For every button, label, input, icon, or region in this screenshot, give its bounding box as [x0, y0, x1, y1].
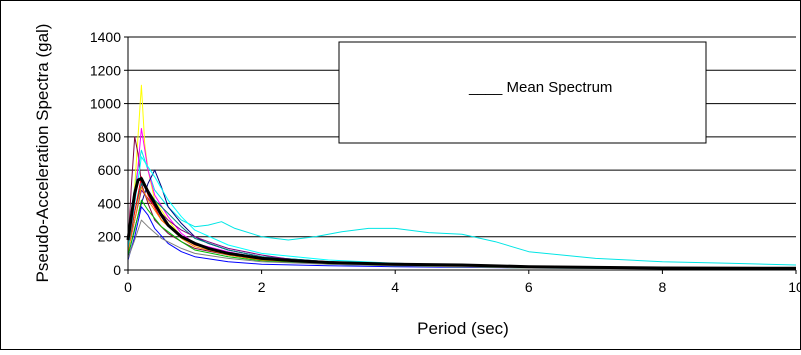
x-tick-label: 4 [391, 279, 399, 295]
ticks-layer: 0 200 400 600 800 1000 1200 1400 0 2 4 6 8 10 [90, 29, 801, 295]
legend: ____ Mean Spectrum [338, 41, 707, 144]
legend-box [338, 41, 707, 144]
y-tick-label: 600 [98, 162, 122, 178]
y-tick-label: 1400 [90, 29, 121, 45]
x-tick-label: 10 [788, 279, 801, 295]
y-axis-label: Pseudo-Acceleration Spectra (gal) [33, 24, 52, 283]
series-layer [126, 84, 797, 270]
y-tick-label: 1000 [90, 96, 121, 112]
x-tick-label: 0 [124, 279, 132, 295]
y-tick-label: 400 [98, 195, 122, 211]
y-tick-label: 0 [113, 262, 121, 278]
series-line-mean-spectrum [126, 177, 797, 270]
legend-entry-mean-spectrum: ____ Mean Spectrum [468, 79, 612, 96]
series-line-12 [127, 219, 797, 270]
x-axis-label: Period (sec) [417, 319, 509, 338]
x-tick-label: 6 [525, 279, 533, 295]
y-tick-label: 800 [98, 129, 122, 145]
series-line-6 [127, 206, 797, 270]
x-tick-label: 8 [659, 279, 667, 295]
x-tick-label: 2 [258, 279, 266, 295]
y-tick-label: 1200 [90, 62, 121, 78]
axes-layer [124, 36, 797, 274]
y-tick-label: 200 [98, 229, 122, 245]
series-line-1 [127, 149, 797, 266]
